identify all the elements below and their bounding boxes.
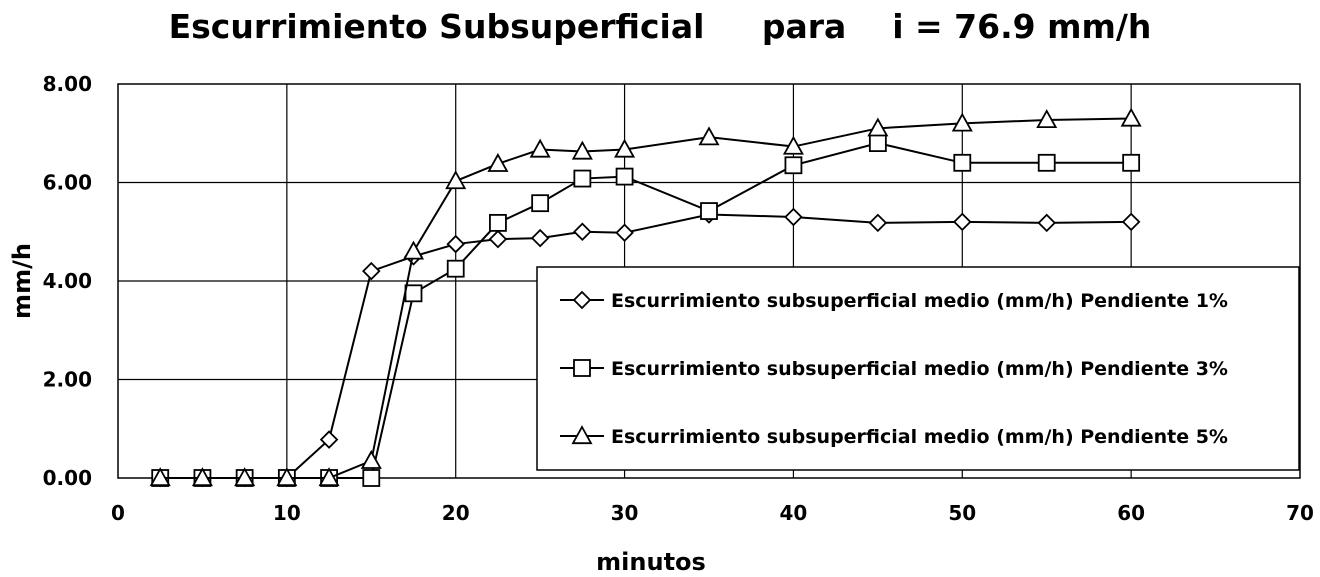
data-point-square	[489, 213, 507, 232]
x-axis-ticks: 0 10 20 30 40 50 60 70	[111, 501, 1314, 525]
data-point-square	[784, 156, 803, 175]
series-group	[149, 107, 1142, 488]
data-point-diamond	[446, 234, 465, 254]
legend-marker-square	[573, 359, 591, 377]
legend: Escurrimiento subsuperficial medio (mm/h…	[536, 266, 1300, 471]
data-point-square	[868, 134, 887, 153]
data-point-triangle	[318, 467, 340, 487]
plot-area	[117, 83, 1301, 479]
data-point-diamond	[953, 212, 972, 232]
data-point-diamond	[868, 213, 888, 233]
data-point-triangle	[529, 138, 551, 158]
data-point-triangle	[360, 449, 382, 469]
data-point-square	[531, 194, 550, 213]
data-point-triangle	[487, 152, 509, 172]
legend-marker-diamond	[572, 290, 592, 310]
data-point-triangle	[571, 140, 593, 160]
data-point-triangle	[782, 135, 804, 155]
data-point-square	[362, 469, 381, 487]
data-point-triangle	[614, 138, 636, 158]
legend-label: Escurrimiento subsuperficial medio (mm/h…	[611, 426, 1228, 448]
y-tick-label: 8.00	[43, 72, 92, 96]
data-point-triangle	[698, 126, 720, 146]
data-point-triangle	[867, 117, 889, 137]
x-tick-label: 50	[948, 501, 976, 525]
data-point-diamond	[488, 229, 508, 249]
x-tick-label: 20	[442, 501, 470, 525]
data-point-square	[953, 153, 972, 172]
data-point-square	[700, 202, 718, 220]
data-point-square	[1037, 153, 1056, 172]
data-point-triangle	[234, 467, 256, 487]
y-tick-label: 4.00	[43, 269, 92, 293]
legend-label: Escurrimiento subsuperficial medio (mm/h…	[611, 290, 1228, 312]
y-tick-label: 6.00	[43, 171, 92, 195]
legend-label: Escurrimiento subsuperficial medio (mm/h…	[611, 358, 1228, 380]
data-point-triangle	[191, 467, 213, 487]
y-axis-label: mm/h	[8, 243, 36, 319]
data-point-diamond	[1121, 212, 1141, 232]
data-point-triangle	[402, 240, 425, 260]
legend-items: Escurrimiento subsuperficial medio (mm/h…	[560, 290, 1228, 448]
data-point-square	[404, 284, 423, 303]
x-tick-label: 40	[780, 501, 808, 525]
data-point-triangle	[951, 112, 973, 132]
data-point-diamond	[573, 222, 592, 242]
y-tick-label: 2.00	[43, 368, 92, 392]
x-tick-label: 30	[611, 501, 639, 525]
legend-marker-triangle	[571, 425, 593, 445]
x-axis-label: minutos	[596, 548, 706, 576]
x-tick-label: 60	[1117, 501, 1145, 525]
data-point-triangle	[276, 467, 298, 487]
data-point-diamond	[1037, 213, 1056, 233]
data-point-triangle	[1036, 109, 1058, 129]
data-point-triangle	[445, 170, 467, 190]
legend-box	[536, 266, 1300, 471]
data-point-diamond	[530, 228, 550, 248]
data-point-triangle	[1120, 107, 1142, 127]
y-tick-label: 0.00	[43, 466, 92, 490]
x-tick-label: 70	[1286, 501, 1314, 525]
series-triangle	[149, 107, 1142, 487]
data-point-diamond	[615, 223, 634, 243]
data-point-square	[446, 259, 465, 278]
data-point-diamond	[319, 430, 339, 449]
x-tick-label: 0	[111, 501, 125, 525]
x-tick-label: 10	[273, 501, 301, 525]
data-point-square	[573, 169, 592, 188]
data-point-square	[615, 167, 634, 186]
data-point-square	[1122, 153, 1141, 172]
y-axis-ticks: 0.00 2.00 4.00 6.00 8.00	[43, 72, 92, 490]
data-point-triangle	[149, 467, 171, 487]
series-line-triangle	[160, 117, 1132, 479]
chart-title: Escurrimiento Subsuperficial para i = 76…	[168, 7, 1152, 46]
data-point-diamond	[362, 261, 381, 281]
data-point-diamond	[784, 207, 803, 227]
